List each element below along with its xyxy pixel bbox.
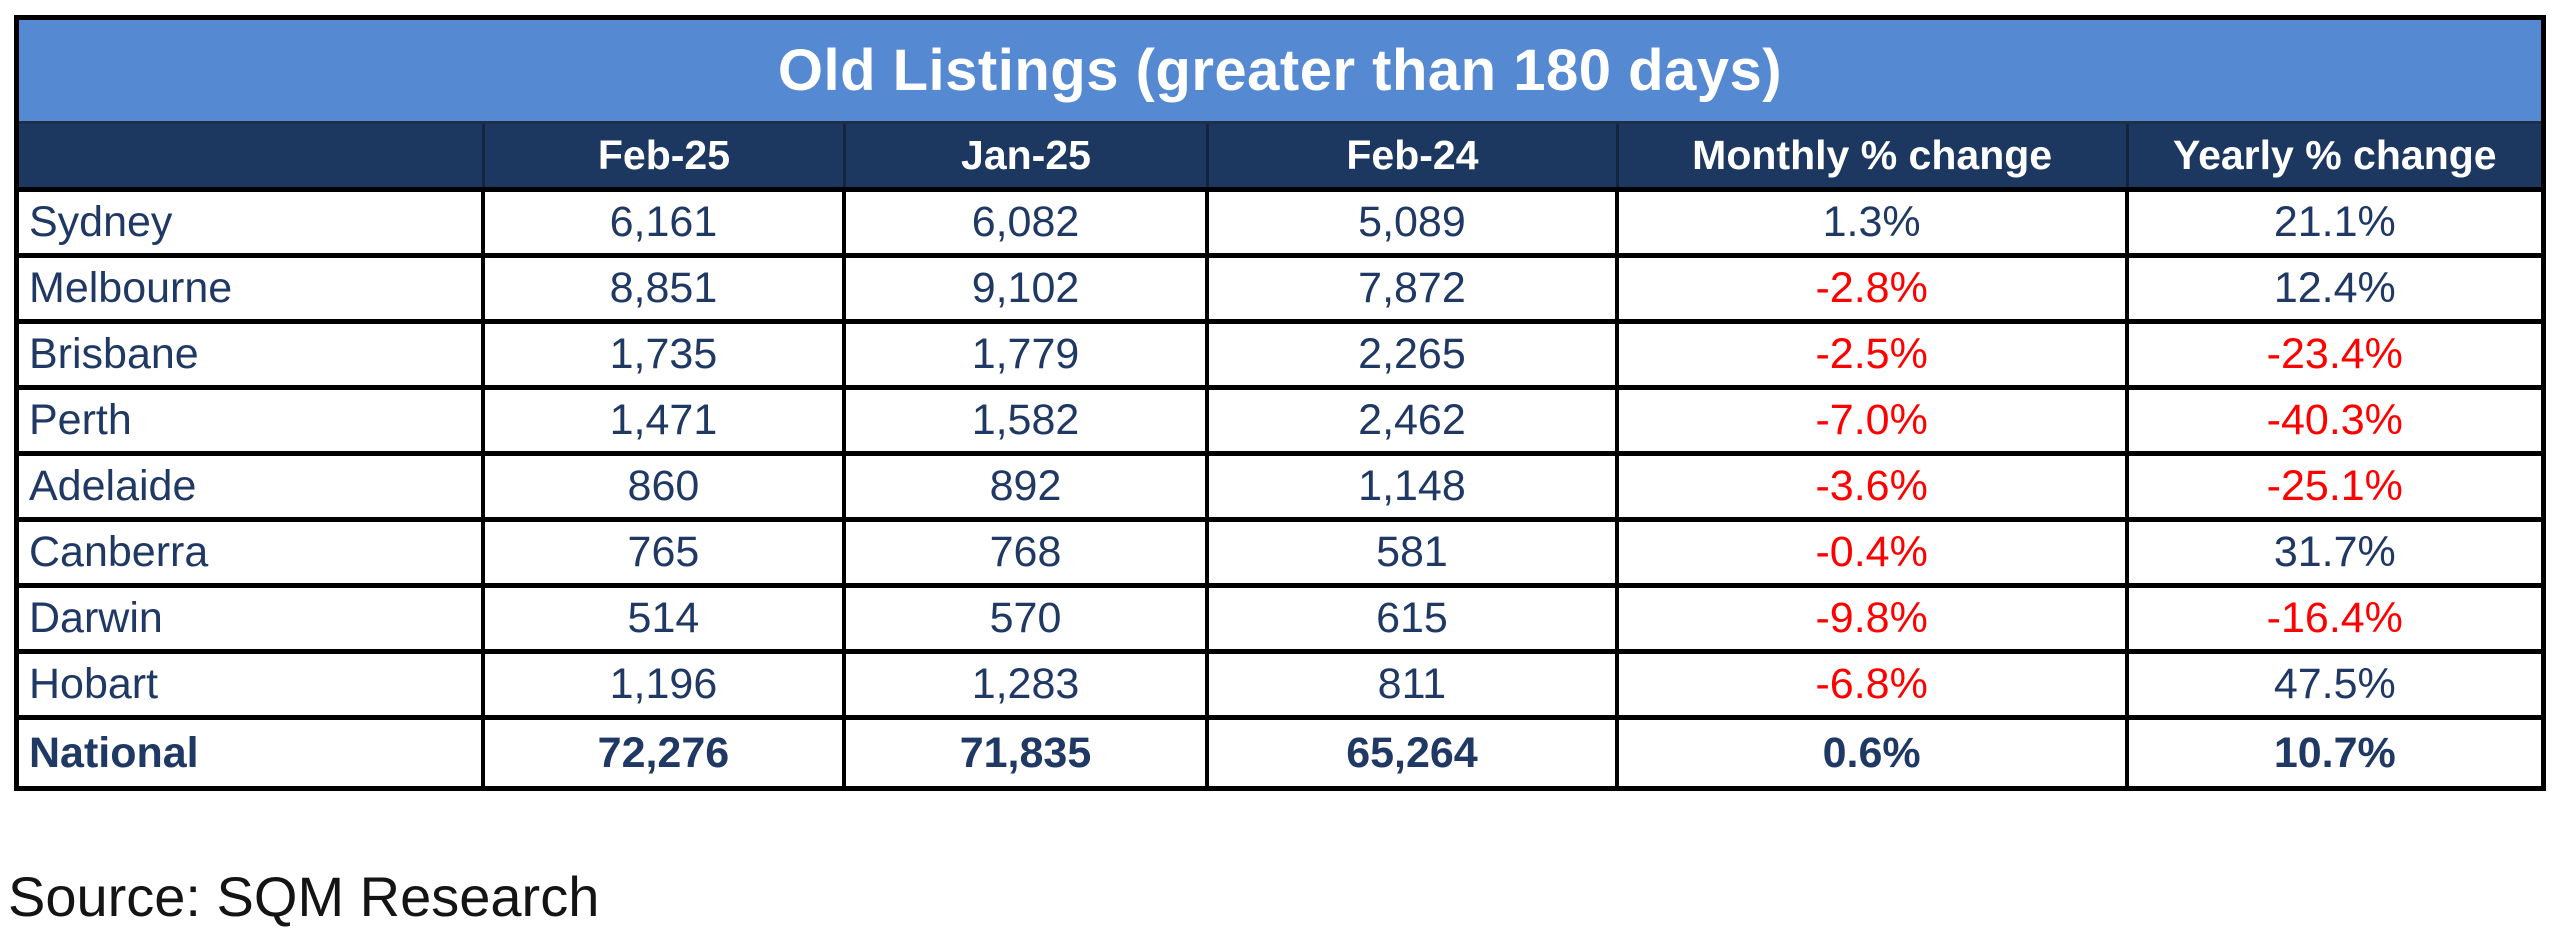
table-body: Sydney 6,161 6,082 5,089 1.3% 21.1% Melb… — [19, 192, 2541, 786]
cell-feb-25: 860 — [485, 456, 846, 517]
cell-yearly-change: 12.4% — [2273, 264, 2396, 312]
cell-monthly-change: -2.8% — [1619, 258, 2129, 319]
cell-monthly-change: -7.0% — [1619, 390, 2129, 451]
column-header-yearly-change: Yearly % change — [2172, 132, 2497, 178]
cell-feb-24: 7,872 — [1209, 258, 1619, 319]
table-row: Sydney 6,161 6,082 5,089 1.3% 21.1% — [19, 192, 2541, 258]
row-label: Hobart — [19, 654, 486, 715]
cell-jan-25: 768 — [846, 522, 1210, 583]
cell-feb-25: 1,471 — [485, 390, 846, 451]
cell-yearly-change: 47.5% — [2273, 660, 2396, 708]
cell-yearly-change: 10.7% — [2273, 728, 2396, 777]
row-label: Brisbane — [19, 324, 486, 385]
cell-yearly-change: -25.1% — [2266, 462, 2403, 510]
column-header-feb-25: Feb-25 — [485, 124, 846, 187]
row-label: Adelaide — [19, 456, 486, 517]
cell-feb-25: 514 — [485, 588, 846, 649]
cell-feb-25: 1,196 — [485, 654, 846, 715]
table-row: Melbourne 8,851 9,102 7,872 -2.8% 12.4% — [19, 258, 2541, 324]
cell-feb-24: 811 — [1209, 654, 1619, 715]
cell-monthly-change: -3.6% — [1619, 456, 2129, 517]
table-row: Adelaide 860 892 1,148 -3.6% -25.1% — [19, 456, 2541, 522]
table-row: Perth 1,471 1,582 2,462 -7.0% -40.3% — [19, 390, 2541, 456]
row-label: Melbourne — [19, 258, 486, 319]
table-row: Canberra 765 768 581 -0.4% 31.7% — [19, 522, 2541, 588]
cell-jan-25: 1,779 — [846, 324, 1210, 385]
cell-monthly-change: -2.5% — [1619, 324, 2129, 385]
cell-jan-25: 1,582 — [846, 390, 1210, 451]
cell-feb-25: 6,161 — [485, 192, 846, 253]
table-row: Brisbane 1,735 1,779 2,265 -2.5% -23.4% — [19, 324, 2541, 390]
table-header-row: Feb-25 Jan-25 Feb-24 Monthly % change Ye… — [19, 124, 2541, 192]
table-title: Old Listings (greater than 180 days) — [19, 20, 2541, 124]
column-header-city — [19, 124, 486, 187]
old-listings-table: Old Listings (greater than 180 days) Feb… — [14, 15, 2546, 791]
row-label: Canberra — [19, 522, 486, 583]
cell-feb-25: 8,851 — [485, 258, 846, 319]
cell-yearly-change: -40.3% — [2266, 396, 2403, 444]
column-header-feb-24: Feb-24 — [1209, 124, 1619, 187]
cell-feb-25: 765 — [485, 522, 846, 583]
cell-yearly-change: 31.7% — [2273, 528, 2396, 576]
cell-monthly-change: 0.6% — [1619, 720, 2129, 786]
cell-jan-25: 1,283 — [846, 654, 1210, 715]
cell-yearly-change: 21.1% — [2273, 198, 2396, 246]
cell-jan-25: 71,835 — [846, 720, 1210, 786]
cell-feb-24: 2,265 — [1209, 324, 1619, 385]
cell-feb-25: 1,735 — [485, 324, 846, 385]
cell-monthly-change: 1.3% — [1619, 192, 2129, 253]
row-label: National — [19, 720, 486, 786]
cell-feb-25: 72,276 — [485, 720, 846, 786]
source-note: Source: SQM Research — [8, 865, 600, 928]
table-row: Darwin 514 570 615 -9.8% -16.4% — [19, 588, 2541, 654]
cell-feb-24: 581 — [1209, 522, 1619, 583]
column-header-monthly-change: Monthly % change — [1619, 124, 2129, 187]
cell-jan-25: 9,102 — [846, 258, 1210, 319]
cell-feb-24: 5,089 — [1209, 192, 1619, 253]
cell-yearly-change: -23.4% — [2266, 330, 2403, 378]
cell-feb-24: 1,148 — [1209, 456, 1619, 517]
cell-monthly-change: -9.8% — [1619, 588, 2129, 649]
cell-jan-25: 570 — [846, 588, 1210, 649]
cell-jan-25: 892 — [846, 456, 1210, 517]
cell-monthly-change: -0.4% — [1619, 522, 2129, 583]
cell-feb-24: 615 — [1209, 588, 1619, 649]
cell-feb-24: 65,264 — [1209, 720, 1619, 786]
cell-feb-24: 2,462 — [1209, 390, 1619, 451]
column-header-jan-25: Jan-25 — [846, 124, 1210, 187]
cell-jan-25: 6,082 — [846, 192, 1210, 253]
table-row: National 72,276 71,835 65,264 0.6% 10.7% — [19, 720, 2541, 786]
row-label: Perth — [19, 390, 486, 451]
cell-yearly-change: -16.4% — [2266, 594, 2403, 642]
row-label: Darwin — [19, 588, 486, 649]
cell-monthly-change: -6.8% — [1619, 654, 2129, 715]
table-row: Hobart 1,196 1,283 811 -6.8% 47.5% — [19, 654, 2541, 720]
row-label: Sydney — [19, 192, 486, 253]
